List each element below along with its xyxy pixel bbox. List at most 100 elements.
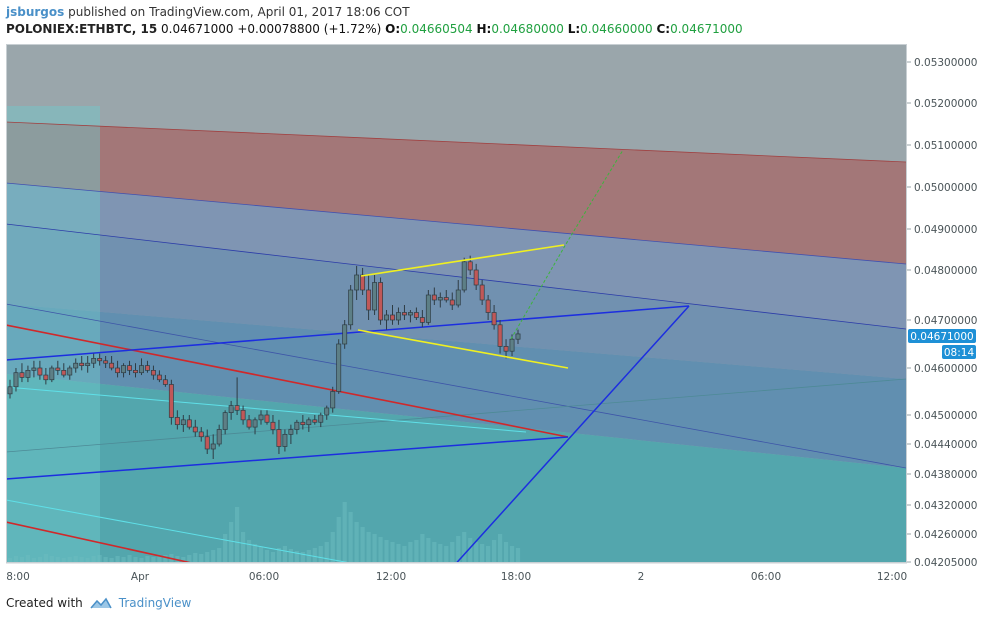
created-with-text: Created with: [6, 596, 83, 610]
candle-body: [485, 299, 491, 313]
candle-body: [7, 386, 13, 395]
volume-bar: [235, 507, 240, 562]
candle-body: [133, 370, 138, 374]
candle-body: [73, 362, 79, 369]
candle-body: [25, 370, 31, 378]
candle-body: [425, 294, 431, 323]
candle-body: [348, 289, 354, 326]
price-tick-label: 0.05200000: [914, 98, 977, 110]
candle-body: [222, 412, 228, 430]
volume-bar: [468, 538, 473, 562]
volume-bar: [324, 542, 329, 562]
low-value: 0.04660000: [580, 22, 653, 36]
price-tick-label: 0.04320000: [914, 500, 977, 512]
volume-bar: [199, 554, 204, 562]
volume-bar: [205, 552, 210, 562]
volume-bar: [509, 546, 515, 562]
fan-line-5: [6, 378, 906, 453]
price-tick-label: 0.04700000: [914, 315, 977, 327]
price-change: +0.00078800 (+1.72%): [237, 22, 382, 36]
candle-body: [384, 314, 389, 321]
volume-bar: [426, 538, 431, 562]
blue-handle-line: [456, 305, 690, 562]
candle-body: [515, 333, 521, 340]
price-tick-label: 0.04440000: [914, 439, 977, 451]
volume-bar: [151, 557, 156, 562]
volume-bar: [306, 550, 311, 562]
candle-body: [156, 374, 162, 381]
candle-body: [252, 419, 258, 428]
author-username[interactable]: jsburgos: [6, 5, 65, 19]
volume-bar: [288, 549, 293, 562]
candle-body: [13, 372, 19, 388]
price-chart[interactable]: 0.05300000 0.05200000 0.05100000 0.05000000…: [6, 44, 983, 584]
volume-bar: [240, 532, 246, 562]
candle-body: [294, 421, 300, 430]
candle-body: [312, 419, 318, 423]
volume-bar: [318, 546, 323, 562]
candle-body: [288, 429, 294, 435]
projection-path: [510, 149, 624, 340]
candle-body: [270, 421, 276, 430]
cyan-line-2: [6, 499, 348, 562]
candle-body: [67, 367, 73, 376]
candle-body: [330, 391, 336, 409]
volume-bar: [7, 558, 13, 562]
volume-bar: [127, 555, 132, 562]
time-tick-label: 12:00: [376, 571, 406, 583]
volume-bar: [175, 556, 180, 562]
volume-bar: [67, 557, 72, 562]
price-tick-label: 0.04600000: [914, 363, 977, 375]
volume-bar: [55, 557, 60, 562]
candle-body: [139, 365, 144, 374]
volume-bar: [31, 558, 36, 562]
candle-body: [204, 436, 210, 450]
publish-info: jsburgos published on TradingView.com, A…: [6, 4, 410, 20]
candle-body: [43, 374, 49, 381]
last-price: 0.04671000: [161, 22, 234, 36]
candlestick-series: [7, 255, 521, 459]
volume-bar: [79, 557, 84, 562]
candle-body: [396, 312, 401, 321]
candle-body: [91, 358, 97, 364]
volume-bar: [492, 540, 497, 562]
candle-body: [228, 405, 234, 414]
footer: Created with TradingView: [6, 596, 191, 610]
candle-body: [216, 429, 222, 445]
current-price-tag: 0.04671000 08:14: [908, 329, 976, 359]
time-tick-label: 2: [638, 571, 645, 583]
tradingview-brand-link[interactable]: TradingView: [118, 596, 192, 610]
volume-bar: [354, 522, 359, 562]
volume-bar: [515, 548, 521, 562]
price-tick-label: 0.05100000: [914, 140, 977, 152]
volume-bar: [181, 557, 186, 562]
candle-body: [402, 312, 407, 316]
time-scale[interactable]: 8:00 Apr 06:00 12:00 18:00 2 06:00 12:00: [6, 571, 907, 583]
candle-body: [264, 414, 270, 423]
volume-bar: [348, 512, 353, 562]
time-tick-label: 8:00: [6, 571, 30, 583]
candle-body: [407, 312, 413, 316]
candle-body: [198, 431, 204, 438]
candle-body: [210, 443, 216, 450]
volume-bar: [330, 532, 335, 562]
candle-body: [479, 284, 485, 301]
candle-body: [437, 297, 443, 301]
volume-bar: [49, 556, 54, 562]
candle-body: [503, 346, 509, 352]
plot-area[interactable]: [6, 44, 906, 569]
volume-bars: [7, 502, 521, 562]
volume-bar: [420, 534, 425, 562]
fan-line-2: [6, 182, 906, 265]
price-scale[interactable]: 0.05300000 0.05200000 0.05100000 0.05000000…: [907, 57, 977, 569]
candle-body: [300, 421, 306, 426]
candle-body: [455, 289, 461, 306]
candle-body: [491, 312, 497, 326]
high-label: H:: [476, 22, 492, 36]
fan-line-3: [6, 223, 906, 330]
cyan-line-1: [6, 386, 527, 433]
volume-bar: [193, 553, 198, 562]
candle-body: [145, 365, 150, 371]
volume-bar: [312, 548, 317, 562]
volume-bar: [438, 544, 443, 562]
